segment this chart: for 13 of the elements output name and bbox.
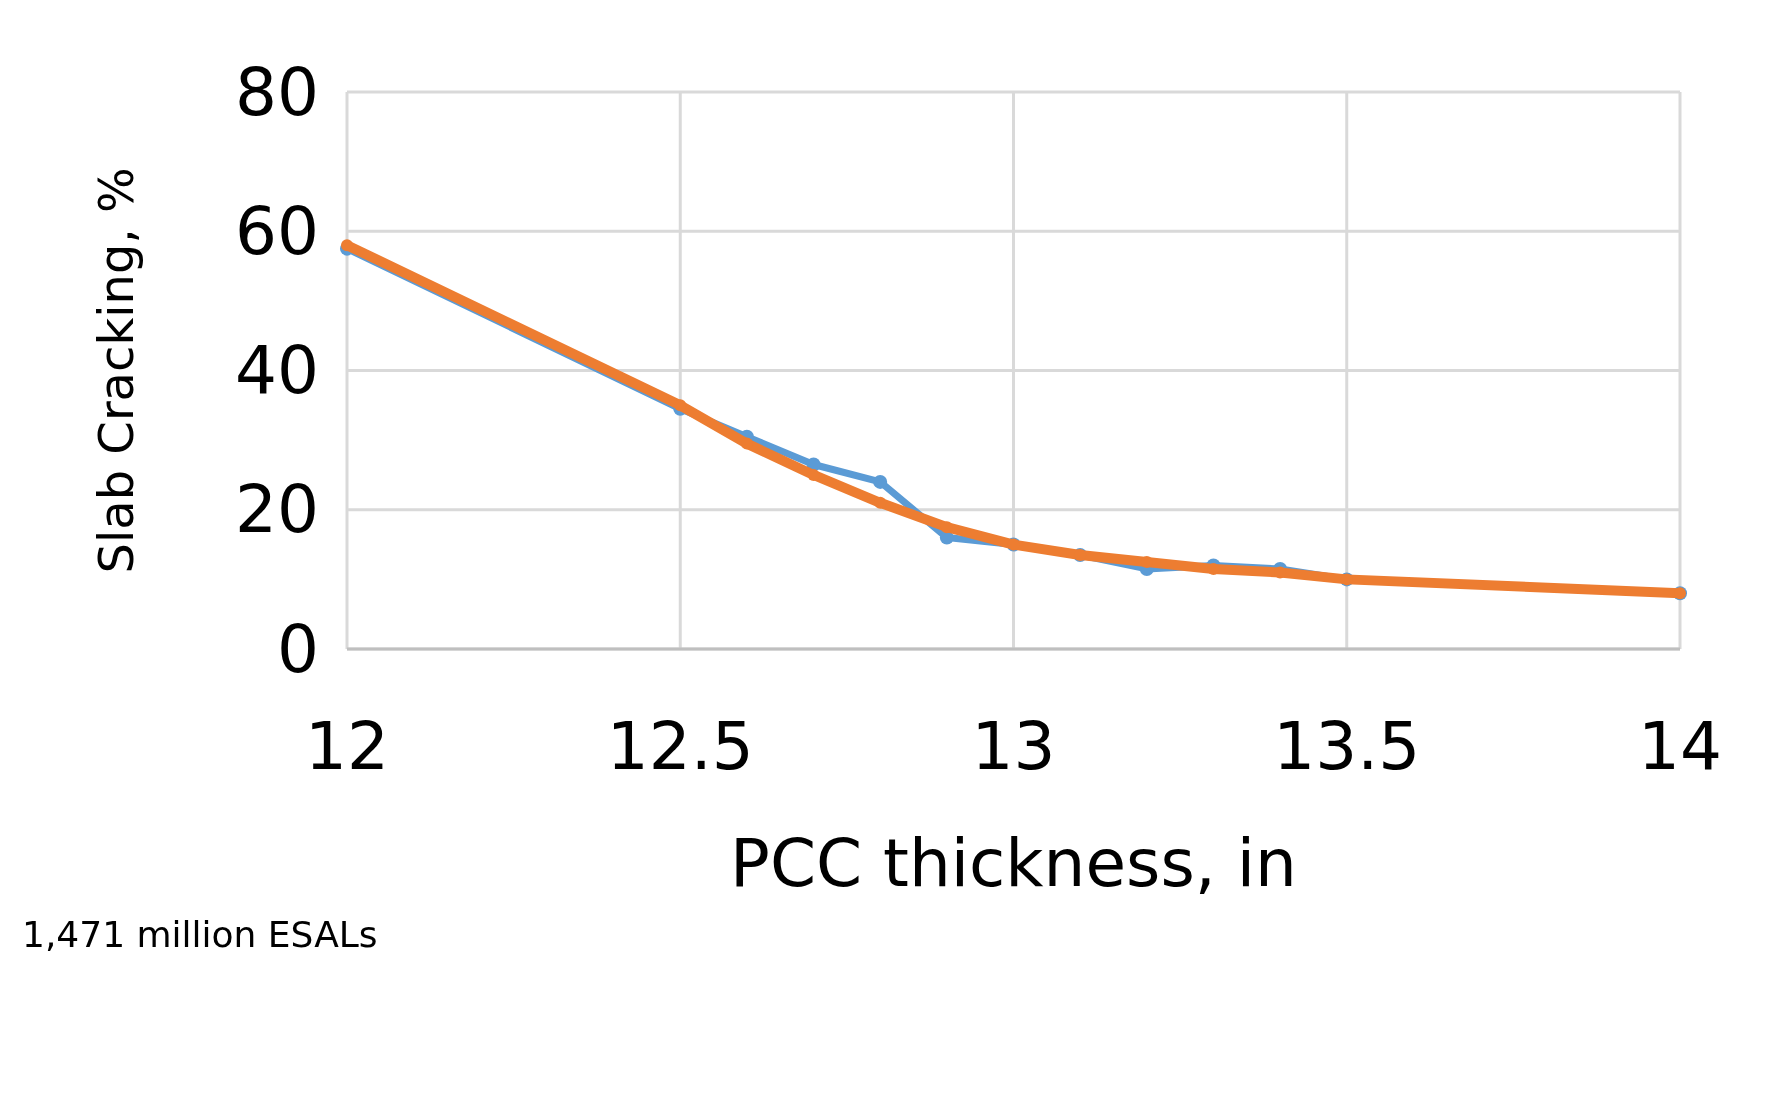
x-tick-label: 12.5 — [606, 708, 754, 785]
y-tick-label: 20 — [235, 471, 319, 549]
text: 1,471 million ESALs — [22, 914, 378, 955]
x-axis-title: PCC thickness, in — [730, 825, 1297, 902]
y-axis-title: Slab Cracking, % — [88, 167, 144, 574]
y-tick-label: 0 — [277, 610, 319, 688]
x-tick-label: 12 — [305, 708, 389, 785]
x-tick-label: 14 — [1638, 708, 1722, 785]
x-tick-label: 13.5 — [1273, 708, 1421, 785]
x-tick-label: 13 — [971, 708, 1056, 785]
y-tick-label: 80 — [235, 53, 319, 131]
y-tick-label: 60 — [235, 192, 319, 270]
y-tick-label: 40 — [235, 332, 319, 409]
